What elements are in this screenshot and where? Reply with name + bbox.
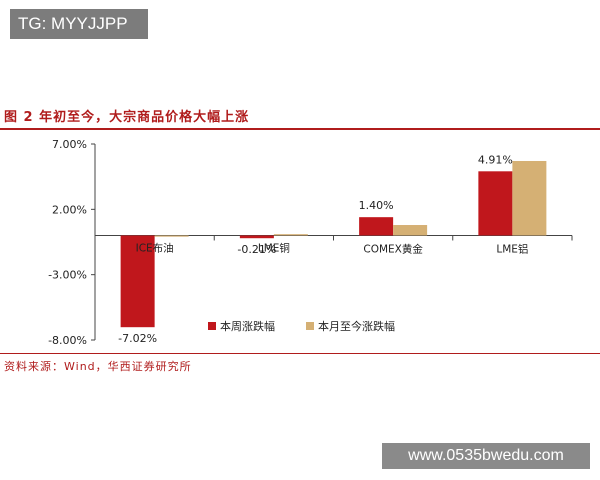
figure-title: 图 2 年初至今，大宗商品价格大幅上涨 [4,110,250,125]
bar [239,235,274,239]
data-labels: -7.02% -0.21% 1.40% 4.91% [118,153,513,345]
watermark-url: www.0535bwedu.com [382,443,590,469]
data-label: 1.40% [359,199,394,212]
bar-chart: 7.00% 2.00% -3.00% -8.00% ICE布油 LME铜 COMEX黄金 L… [48,138,573,347]
data-label: 4.91% [478,153,513,166]
source-rule [0,353,600,354]
y-tick-label: 7.00% [52,138,87,151]
bar [478,171,513,236]
legend-label: 本月至今涨跌幅 [318,319,395,333]
source-note: 资料来源：Wind，华西证券研究所 [4,360,192,373]
bar [512,160,547,236]
legend-swatch [208,322,216,330]
data-label: -0.21% [237,243,276,256]
category-label: LME铜 [258,242,290,254]
legend-swatch [306,322,314,330]
bar [359,217,394,236]
category-label: LME铝 [496,242,528,255]
telegram-badge: TG: MYYJJPP [10,9,148,39]
bars [120,160,547,328]
y-tick-label: -8.00% [48,334,87,347]
bar [120,235,155,328]
title-rule [0,128,600,130]
data-label: -7.02% [118,332,157,345]
category-label: COMEX黄金 [363,242,423,255]
bar [393,225,428,236]
legend-label: 本周涨跌幅 [220,319,275,333]
y-axis: 7.00% 2.00% -3.00% -8.00% [48,138,96,347]
y-tick-label: -3.00% [48,269,87,282]
category-label: ICE布油 [136,241,174,254]
bar [273,234,308,236]
legend: 本周涨跌幅 本月至今涨跌幅 [208,319,395,333]
y-tick-label: 2.00% [52,203,87,216]
category-labels: ICE布油 LME铜 COMEX黄金 LME铝 [136,241,529,255]
bar [154,235,189,237]
